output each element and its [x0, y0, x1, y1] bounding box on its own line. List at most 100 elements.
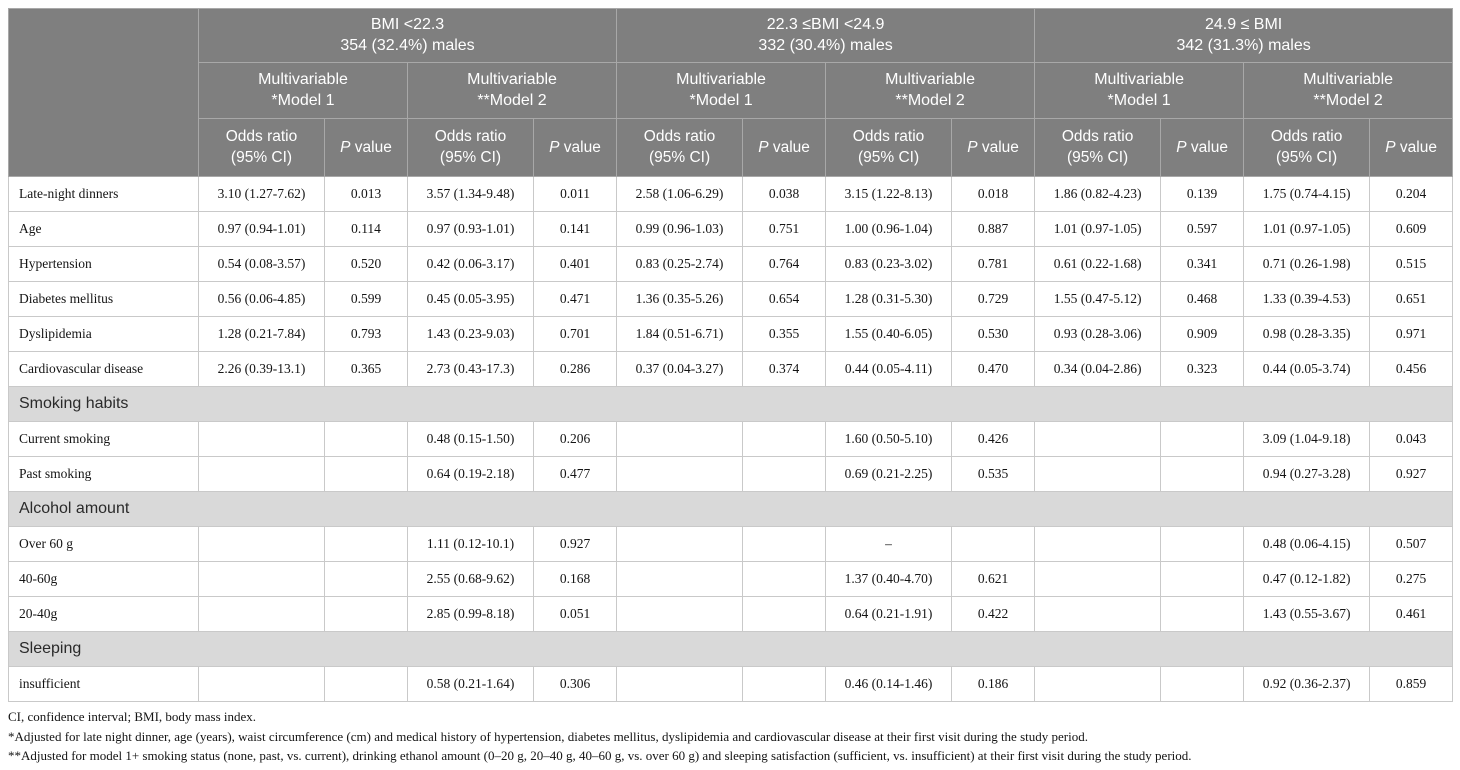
- row-label-cell: 20-40g: [8, 596, 199, 632]
- p-value-cell: [742, 596, 827, 632]
- odds-ratio-cell: 0.58 (0.21-1.64): [407, 666, 534, 702]
- odds-ratio-cell: 2.73 (0.43-17.3): [407, 351, 534, 387]
- p-value-cell: 0.043: [1369, 421, 1454, 457]
- p-value-cell: [742, 561, 827, 597]
- odds-header-line1: Odds ratio: [434, 128, 507, 146]
- odds-ratio-cell: [198, 596, 325, 632]
- odds-ratio-cell: 1.86 (0.82-4.23): [1034, 176, 1162, 212]
- p-value-cell: 0.793: [324, 316, 408, 352]
- odds-ratio-cell: 1.37 (0.40-4.70): [825, 561, 953, 597]
- p-value-cell: 0.887: [951, 211, 1036, 247]
- model-line1: Multivariable: [885, 70, 975, 88]
- p-value-cell: [951, 526, 1036, 562]
- odds-ratio-cell: 0.56 (0.06-4.85): [198, 281, 325, 317]
- p-value-cell: 0.515: [1369, 246, 1454, 282]
- p-value-cell: 0.365: [324, 351, 408, 387]
- odds-ratio-cell: 1.43 (0.23-9.03): [407, 316, 534, 352]
- odds-ratio-cell: 0.92 (0.36-2.37): [1243, 666, 1371, 702]
- p-value-cell: 0.520: [324, 246, 408, 282]
- odds-ratio-cell: 2.58 (1.06-6.29): [616, 176, 744, 212]
- p-value-cell: [1160, 526, 1245, 562]
- odds-ratio-cell: 0.97 (0.94-1.01): [198, 211, 325, 247]
- row-label-cell: Cardiovascular disease: [8, 351, 199, 387]
- model-header-cell: Multivariable **Model 2: [1243, 62, 1454, 119]
- odds-ratio-cell: 0.42 (0.06-3.17): [407, 246, 534, 282]
- p-value-cell: 0.621: [951, 561, 1036, 597]
- odds-ratio-cell: 1.84 (0.51-6.71): [616, 316, 744, 352]
- odds-ratio-cell: 0.97 (0.93-1.01): [407, 211, 534, 247]
- odds-ratio-cell: 0.54 (0.08-3.57): [198, 246, 325, 282]
- odds-ratio-cell: 0.44 (0.05-3.74): [1243, 351, 1371, 387]
- p-value-cell: 0.764: [742, 246, 827, 282]
- odds-ratio-cell: 0.64 (0.19-2.18): [407, 456, 534, 492]
- p-rest: value: [977, 138, 1019, 156]
- p-value-cell: 0.971: [1369, 316, 1454, 352]
- odds-ratio-cell: 3.10 (1.27-7.62): [198, 176, 325, 212]
- odds-ratio-cell: –: [825, 526, 953, 562]
- model-line2: *Model 1: [271, 91, 335, 109]
- p-value-cell: [742, 421, 827, 457]
- odds-ratio-cell: 2.85 (0.99-8.18): [407, 596, 534, 632]
- odds-ratio-cell: 0.93 (0.28-3.06): [1034, 316, 1162, 352]
- footnote-line: **Adjusted for model 1+ smoking status (…: [8, 748, 1192, 763]
- odds-ratio-cell: 1.55 (0.40-6.05): [825, 316, 953, 352]
- odds-ratio-cell: [1034, 526, 1162, 562]
- odds-ratio-cell: 0.48 (0.06-4.15): [1243, 526, 1371, 562]
- p-value-cell: 0.204: [1369, 176, 1454, 212]
- model-line1: Multivariable: [467, 70, 557, 88]
- row-label-cell: Age: [8, 211, 199, 247]
- table-row: Cardiovascular disease 2.26 (0.39-13.1) 0.…: [8, 351, 1454, 387]
- corner-header-cell: [8, 8, 199, 177]
- model-header-cell: Multivariable *Model 1: [1034, 62, 1245, 119]
- odds-ratio-cell: 0.34 (0.04-2.86): [1034, 351, 1162, 387]
- odds-ratio-cell: 3.09 (1.04-9.18): [1243, 421, 1371, 457]
- odds-header-line2: (95% CI): [1276, 148, 1338, 166]
- odds-ratio-cell: [616, 526, 744, 562]
- row-label-cell: insufficient: [8, 666, 199, 702]
- p-value-header-cell: P value: [1160, 118, 1245, 177]
- p-value-cell: 0.701: [532, 316, 618, 352]
- odds-ratio-header-cell: Odds ratio (95% CI): [825, 118, 953, 177]
- table-row: Over 60 g 1.11 (0.12-10.1) 0.927 – 0.48 (0.0…: [8, 526, 1454, 562]
- odds-ratio-cell: [198, 561, 325, 597]
- odds-ratio-cell: [616, 456, 744, 492]
- p-value-cell: 0.781: [951, 246, 1036, 282]
- p-value-cell: 0.422: [951, 596, 1036, 632]
- odds-ratio-header-cell: Odds ratio (95% CI): [1034, 118, 1162, 177]
- odds-header-line1: Odds ratio: [225, 128, 298, 146]
- p-value-cell: 0.341: [1160, 246, 1245, 282]
- model-line2: **Model 2: [895, 91, 965, 109]
- model-header-cell: Multivariable **Model 2: [825, 62, 1036, 119]
- table-row: 40-60g 2.55 (0.68-9.62) 0.168 1.37 (0.40-4.…: [8, 561, 1454, 597]
- odds-ratio-cell: [616, 596, 744, 632]
- row-label-cell: Diabetes mellitus: [8, 281, 199, 317]
- odds-ratio-cell: [1034, 421, 1162, 457]
- p-italic: P: [1176, 138, 1187, 156]
- table-row: Past smoking 0.64 (0.19-2.18) 0.477 0.69 (0…: [8, 456, 1454, 492]
- odds-header-line2: (95% CI): [857, 148, 920, 166]
- p-value-cell: 0.168: [532, 561, 618, 597]
- odds-ratio-cell: 1.11 (0.12-10.1): [407, 526, 534, 562]
- odds-ratio-cell: 0.61 (0.22-1.68): [1034, 246, 1162, 282]
- odds-header-line2: (95% CI): [648, 148, 711, 166]
- p-value-cell: 0.355: [742, 316, 827, 352]
- p-value-header-cell: P value: [532, 118, 618, 177]
- odds-ratio-cell: 0.64 (0.21-1.91): [825, 596, 953, 632]
- group-header-cell: 22.3 ≤BMI <24.9 332 (30.4%) males: [616, 8, 1036, 63]
- p-value-cell: [1160, 666, 1245, 702]
- p-italic: P: [967, 138, 978, 156]
- group-header-cell: BMI <22.3 354 (32.4%) males: [197, 8, 618, 63]
- row-label-cell: Current smoking: [8, 421, 199, 457]
- p-rest: value: [559, 138, 601, 156]
- p-value-cell: 0.654: [742, 281, 827, 317]
- p-rest: value: [350, 138, 392, 156]
- table-body: Late-night dinners 3.10 (1.27-7.62) 0.013 3…: [7, 176, 1454, 702]
- p-value-cell: 0.470: [951, 351, 1036, 387]
- p-value-cell: 0.651: [1369, 281, 1454, 317]
- odds-ratio-cell: 1.01 (0.97-1.05): [1034, 211, 1162, 247]
- p-value-cell: 0.609: [1369, 211, 1454, 247]
- odds-ratio-header-cell: Odds ratio (95% CI): [198, 118, 325, 177]
- group-title-line1: 24.9 ≤ BMI: [1204, 15, 1283, 33]
- odds-ratio-cell: 0.71 (0.26-1.98): [1243, 246, 1371, 282]
